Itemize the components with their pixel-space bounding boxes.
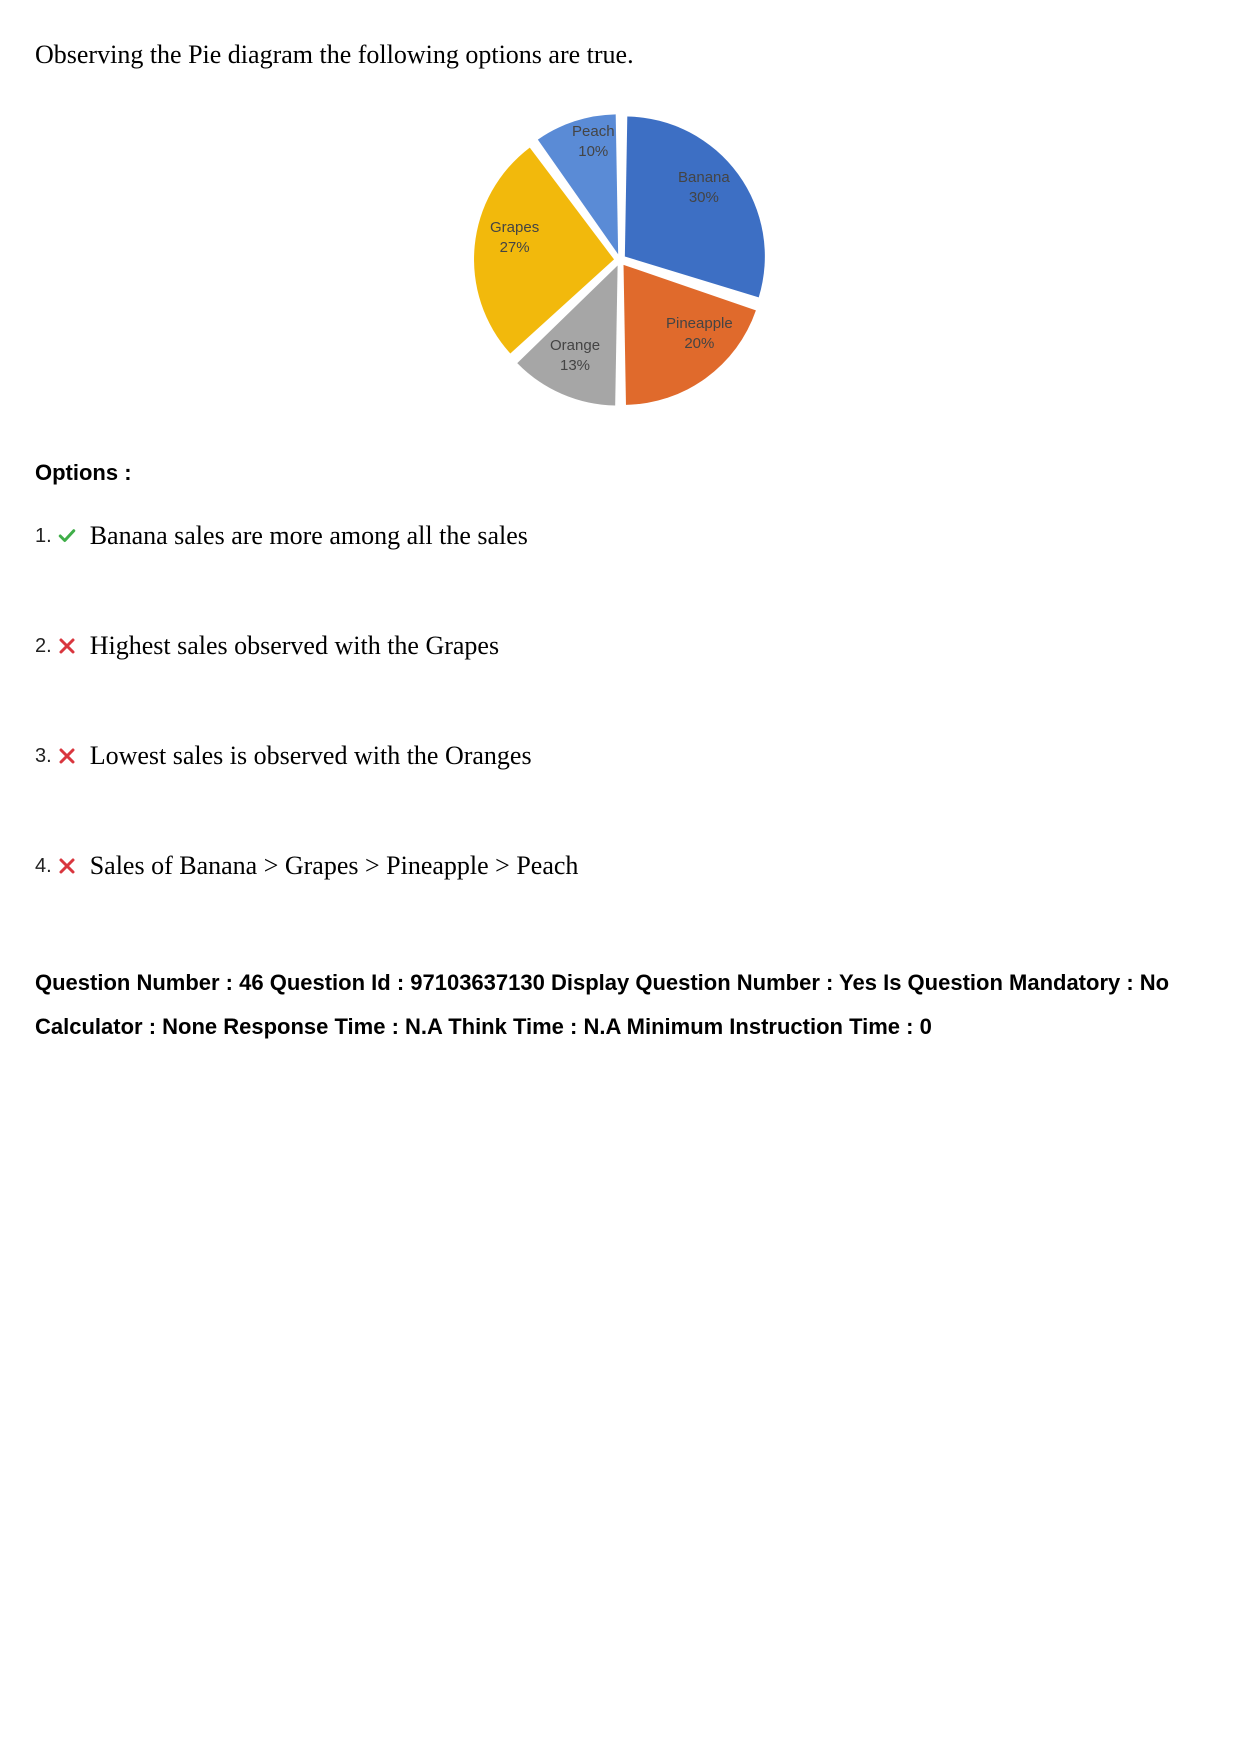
- pie-chart-region: Banana30% Pineapple20% Orange13% Grapes27% P…: [35, 110, 1205, 410]
- pie-label-peach: Peach10%: [572, 122, 615, 161]
- question-metadata: Question Number : 46 Question Id : 97103…: [35, 961, 1205, 1049]
- option-number: 3.: [35, 741, 52, 768]
- option-text: Lowest sales is observed with the Orange…: [90, 741, 532, 771]
- pie-label-pineapple: Pineapple20%: [666, 314, 733, 353]
- cross-icon: [58, 747, 76, 765]
- option-text: Banana sales are more among all the sale…: [90, 521, 528, 551]
- option-row-2: 2. Highest sales observed with the Grapes: [35, 631, 1205, 661]
- option-text: Sales of Banana > Grapes > Pineapple > P…: [90, 851, 579, 881]
- option-row-1: 1. Banana sales are more among all the sa…: [35, 521, 1205, 551]
- pie-label-orange: Orange13%: [550, 336, 600, 375]
- pie-label-grapes: Grapes27%: [490, 218, 539, 257]
- option-row-4: 4. Sales of Banana > Grapes > Pineapple >…: [35, 851, 1205, 881]
- option-number: 2.: [35, 631, 52, 658]
- pie-chart: Banana30% Pineapple20% Orange13% Grapes27% P…: [440, 110, 800, 410]
- option-number: 4.: [35, 851, 52, 878]
- options-heading: Options :: [35, 460, 1205, 486]
- cross-icon: [58, 637, 76, 655]
- option-row-3: 3. Lowest sales is observed with the Oran…: [35, 741, 1205, 771]
- pie-svg: [440, 110, 800, 410]
- pie-label-banana: Banana30%: [678, 168, 730, 207]
- option-number: 1.: [35, 521, 52, 548]
- options-list: 1. Banana sales are more among all the sa…: [35, 521, 1205, 881]
- question-text: Observing the Pie diagram the following …: [35, 40, 1205, 70]
- cross-icon: [58, 857, 76, 875]
- check-icon: [58, 527, 76, 545]
- option-text: Highest sales observed with the Grapes: [90, 631, 499, 661]
